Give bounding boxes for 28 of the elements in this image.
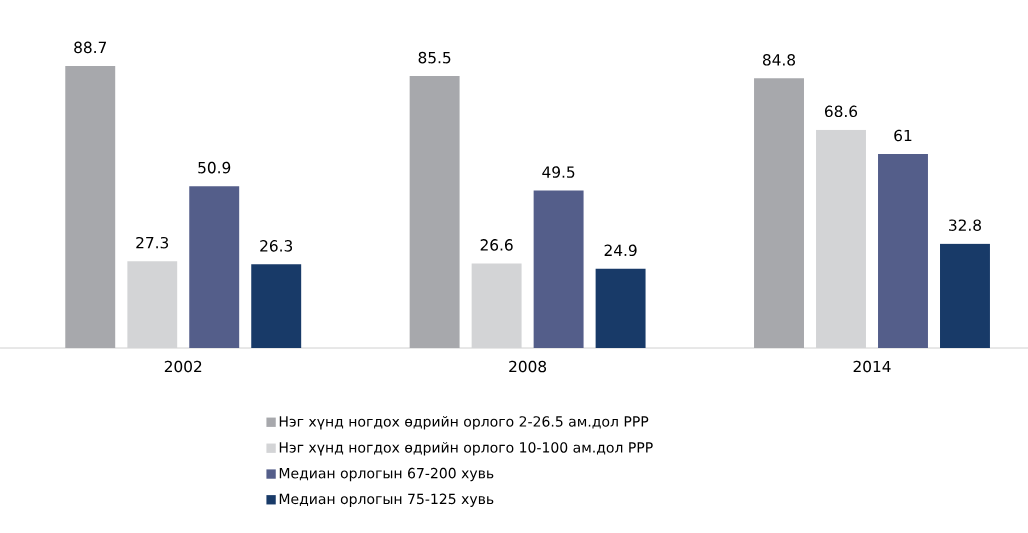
data-label: 27.3 (136, 236, 169, 249)
x-tick-label: 2014 (853, 360, 891, 373)
data-label: 49.5 (542, 166, 575, 178)
bar (940, 243, 990, 348)
x-tick-label: 2002 (164, 360, 202, 373)
bar (595, 268, 646, 348)
data-label: 61 (894, 129, 912, 142)
data-label: 26.6 (480, 238, 513, 251)
data-label: 50.9 (198, 161, 231, 174)
bar (251, 264, 302, 348)
bar (189, 185, 240, 348)
legend-label: Нэг хүнд ногдох өдрийн орлого 10-100 ам.дол PPP (279, 441, 653, 456)
bar (471, 263, 522, 348)
data-label: 24.9 (604, 244, 637, 256)
x-tick-label: 2008 (509, 360, 547, 373)
data-label: 68.6 (825, 105, 858, 117)
legend-label: Медиан орлогын 75-125 хувь (279, 493, 494, 507)
bar (127, 261, 178, 348)
data-label: 88.7 (74, 41, 106, 54)
data-label: 84.8 (762, 53, 796, 66)
bar (816, 129, 866, 348)
data-label: 26.3 (260, 239, 293, 252)
bar (533, 190, 584, 348)
data-label: 32.8 (949, 219, 981, 231)
bar (878, 153, 928, 348)
legend-label: Нэг хүнд ногдох өдрийн орлого 2-26.5 ам.дол PPP (279, 415, 649, 430)
legend-label: Медиан орлогын 67-200 хувь (279, 467, 494, 481)
data-label: 85.5 (418, 51, 451, 64)
